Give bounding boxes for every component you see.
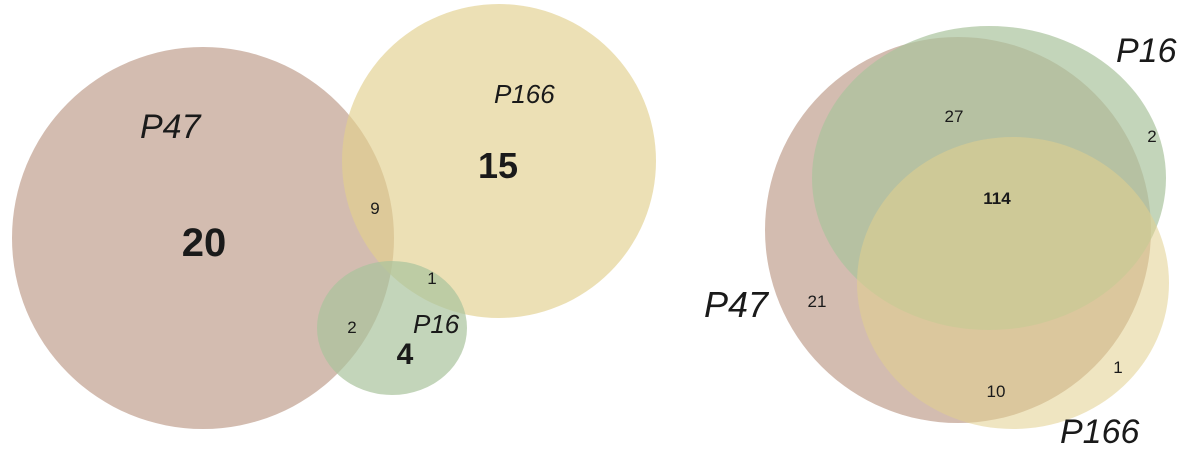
region-count-p47-only: 20 xyxy=(182,221,227,265)
set-circle-p166 xyxy=(857,137,1169,429)
region-count-p166-only: 1 xyxy=(1113,358,1122,377)
set-label-p166: P166 xyxy=(1060,413,1139,451)
venn-left: P47 P166 P16 20 15 9 1 2 4 xyxy=(12,4,656,429)
region-count-p47-p16: 27 xyxy=(945,107,964,126)
set-label-p16: P16 xyxy=(413,309,460,339)
set-label-p16: P16 xyxy=(1116,32,1177,70)
venn-right: P16 P47 P166 27 2 114 21 1 10 xyxy=(704,26,1177,451)
region-count-p47-p166: 10 xyxy=(987,382,1006,401)
set-label-p166: P166 xyxy=(494,79,555,109)
region-count-p47-p16: 2 xyxy=(347,318,356,337)
region-count-p16-only: 4 xyxy=(397,338,414,371)
set-label-p47: P47 xyxy=(140,108,202,146)
set-label-p47: P47 xyxy=(704,284,770,325)
region-count-p47-p166: 9 xyxy=(370,199,379,218)
set-circle-p166 xyxy=(342,4,656,318)
set-circle-p16 xyxy=(317,261,467,395)
region-count-all-three: 114 xyxy=(983,189,1011,208)
region-count-p47-only: 21 xyxy=(808,292,827,311)
set-circle-p47 xyxy=(12,47,394,429)
region-count-p166-p16: 1 xyxy=(427,269,436,288)
region-count-p16-only: 2 xyxy=(1147,127,1156,146)
region-count-p166-only: 15 xyxy=(478,145,518,186)
